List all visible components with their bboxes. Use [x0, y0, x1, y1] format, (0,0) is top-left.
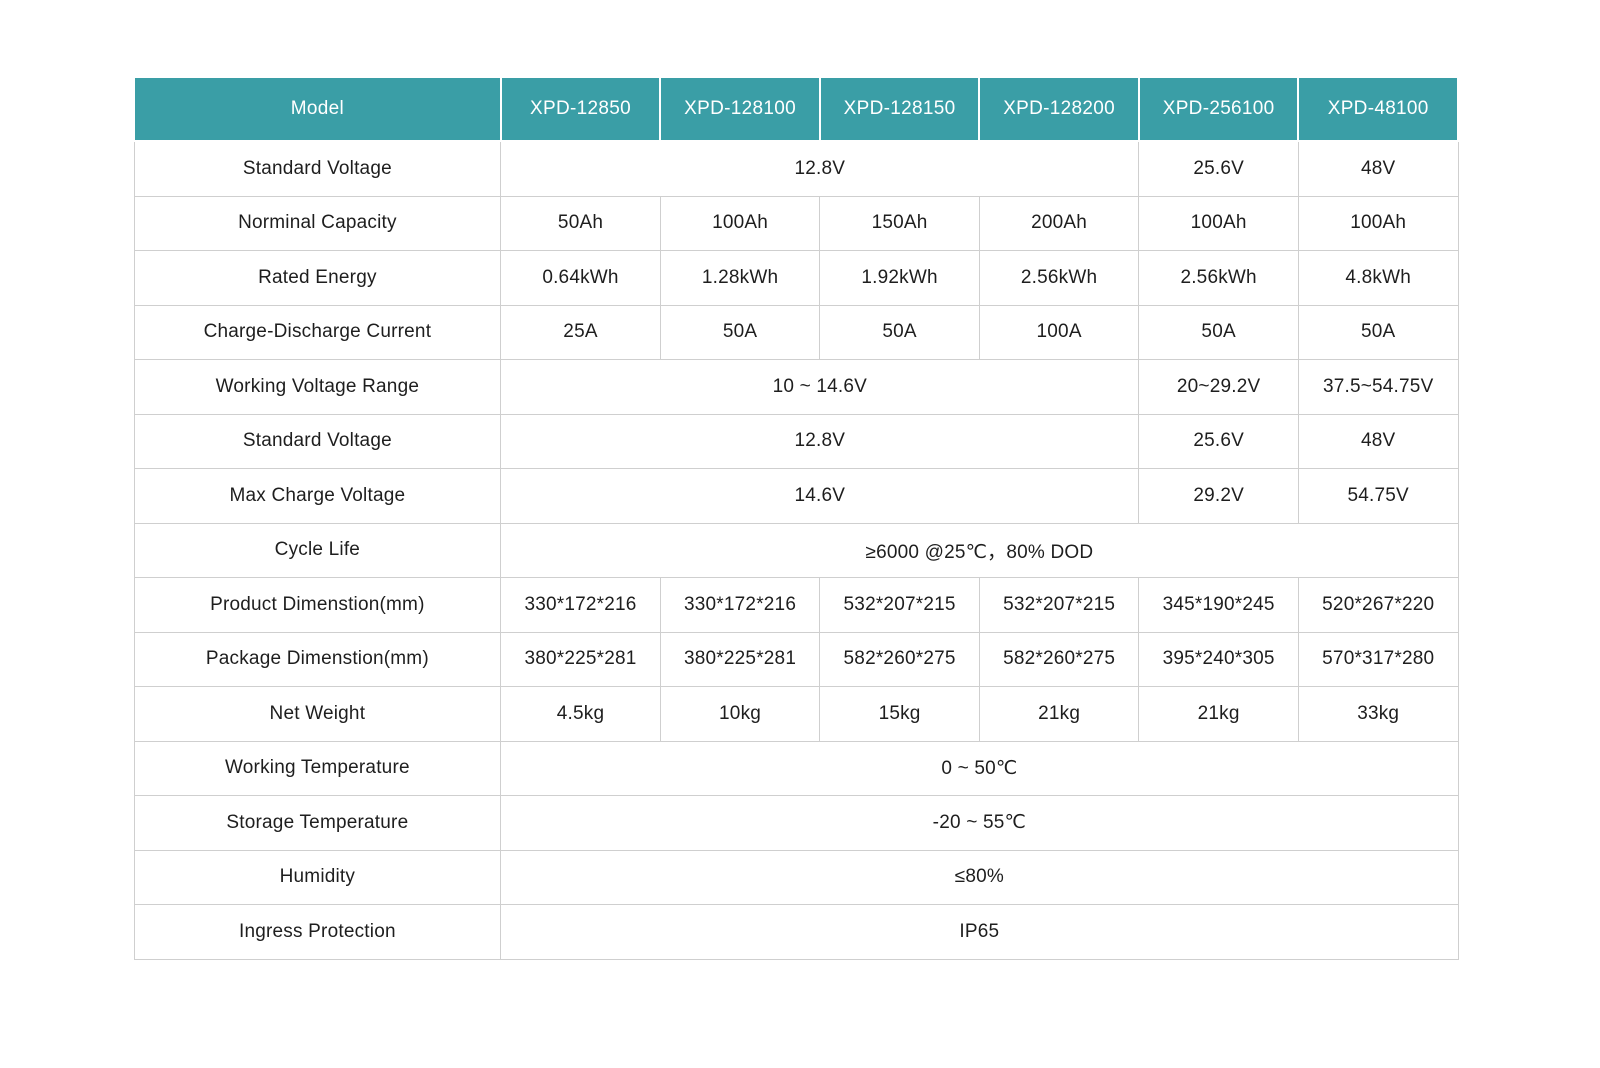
spec-cell: 100Ah [659, 195, 821, 251]
table-row: Product Dimenstion(mm) 330*172*216 330*172… [133, 577, 1459, 633]
header-row: Model XPD-12850 XPD-128100 XPD-128150 XP… [133, 76, 1459, 142]
spec-cell: 33kg [1297, 686, 1459, 742]
spec-cell: 520*267*220 [1297, 577, 1459, 633]
row-label: Net Weight [133, 686, 502, 742]
spec-cell: 37.5~54.75V [1297, 359, 1459, 415]
spec-cell: 0 ~ 50℃ [500, 740, 1459, 796]
spec-cell: 100Ah [1297, 195, 1459, 251]
spec-cell: ≥6000 @25℃，80% DOD [500, 522, 1459, 578]
spec-cell: 582*260*275 [819, 631, 980, 687]
spec-cell: 10kg [659, 686, 821, 742]
spec-cell: 0.64kWh [500, 250, 661, 306]
spec-cell: 10 ~ 14.6V [500, 359, 1140, 415]
table-row: Norminal Capacity 50Ah 100Ah 150Ah 200Ah 100A… [133, 195, 1459, 251]
spec-cell: 532*207*215 [978, 577, 1140, 633]
table-row: Working Temperature 0 ~ 50℃ [133, 740, 1459, 796]
table-row: Max Charge Voltage 14.6V 29.2V 54.75V [133, 468, 1459, 524]
row-label: Charge-Discharge Current [133, 304, 502, 360]
row-label: Norminal Capacity [133, 195, 502, 251]
table-row: Rated Energy 0.64kWh 1.28kWh 1.92kWh 2.56kWh… [133, 250, 1459, 306]
spec-cell: 2.56kWh [978, 250, 1140, 306]
spec-table-container: Model XPD-12850 XPD-128100 XPD-128150 XP… [133, 76, 1459, 960]
spec-cell: 330*172*216 [500, 577, 661, 633]
spec-cell: 570*317*280 [1297, 631, 1459, 687]
spec-cell: 50A [1138, 304, 1299, 360]
spec-cell: 50Ah [500, 195, 661, 251]
spec-cell: 330*172*216 [659, 577, 821, 633]
spec-cell: 345*190*245 [1138, 577, 1299, 633]
column-header-xpd-128100: XPD-128100 [659, 76, 821, 142]
spec-cell: 20~29.2V [1138, 359, 1299, 415]
spec-cell: 532*207*215 [819, 577, 980, 633]
spec-cell: 380*225*281 [500, 631, 661, 687]
spec-cell: -20 ~ 55℃ [500, 795, 1459, 851]
row-label: Working Voltage Range [133, 359, 502, 415]
row-label: Ingress Protection [133, 904, 502, 960]
table-row: Storage Temperature -20 ~ 55℃ [133, 795, 1459, 851]
spec-cell: 54.75V [1297, 468, 1459, 524]
row-label: Humidity [133, 849, 502, 905]
row-label: Product Dimenstion(mm) [133, 577, 502, 633]
spec-cell: 200Ah [978, 195, 1140, 251]
row-label: Standard Voltage [133, 140, 502, 197]
row-label: Package Dimenstion(mm) [133, 631, 502, 687]
column-header-xpd-128200: XPD-128200 [978, 76, 1140, 142]
spec-cell: 1.28kWh [659, 250, 821, 306]
table-row: Net Weight 4.5kg 10kg 15kg 21kg 21kg 33kg [133, 686, 1459, 742]
row-label: Working Temperature [133, 740, 502, 796]
table-row: Working Voltage Range 10 ~ 14.6V 20~29.2V 3… [133, 359, 1459, 415]
spec-cell: 14.6V [500, 468, 1140, 524]
table-row: Charge-Discharge Current 25A 50A 50A 100A 50A… [133, 304, 1459, 360]
spec-cell: 4.8kWh [1297, 250, 1459, 306]
row-label: Storage Temperature [133, 795, 502, 851]
spec-cell: 48V [1297, 140, 1459, 197]
spec-cell: 1.92kWh [819, 250, 980, 306]
spec-cell: 21kg [1138, 686, 1299, 742]
spec-cell: 150Ah [819, 195, 980, 251]
row-label: Rated Energy [133, 250, 502, 306]
spec-cell: 25A [500, 304, 661, 360]
spec-cell: 12.8V [500, 140, 1140, 197]
spec-cell: 50A [819, 304, 980, 360]
spec-cell: 395*240*305 [1138, 631, 1299, 687]
table-row: Standard Voltage 12.8V 25.6V 48V [133, 140, 1459, 197]
spec-cell: 50A [659, 304, 821, 360]
table-row: Cycle Life ≥6000 @25℃，80% DOD [133, 522, 1459, 578]
table-row: Humidity ≤80% [133, 849, 1459, 905]
table-row: Package Dimenstion(mm) 380*225*281 380*225… [133, 631, 1459, 687]
column-header-model: Model [133, 76, 502, 142]
spec-cell: 15kg [819, 686, 980, 742]
column-header-xpd-12850: XPD-12850 [499, 76, 662, 142]
spec-cell: 582*260*275 [978, 631, 1140, 687]
spec-cell: 100Ah [1138, 195, 1299, 251]
spec-cell: 29.2V [1138, 468, 1299, 524]
spec-cell: 25.6V [1138, 413, 1299, 469]
spec-cell: 100A [978, 304, 1140, 360]
spec-cell: 2.56kWh [1138, 250, 1299, 306]
row-label: Max Charge Voltage [133, 468, 502, 524]
row-label: Cycle Life [133, 522, 502, 578]
spec-cell: ≤80% [500, 849, 1459, 905]
spec-cell: 50A [1297, 304, 1459, 360]
spec-cell: 21kg [978, 686, 1140, 742]
spec-table-body: Standard Voltage 12.8V 25.6V 48V Norminal Ca… [133, 140, 1459, 960]
table-row: Ingress Protection IP65 [133, 904, 1459, 960]
row-label: Standard Voltage [133, 413, 502, 469]
spec-cell: 380*225*281 [659, 631, 821, 687]
spec-cell: 4.5kg [500, 686, 661, 742]
table-row: Standard Voltage 12.8V 25.6V 48V [133, 413, 1459, 469]
spec-cell: 48V [1297, 413, 1459, 469]
column-header-xpd-48100: XPD-48100 [1297, 76, 1459, 142]
spec-cell: 25.6V [1138, 140, 1299, 197]
column-header-xpd-256100: XPD-256100 [1137, 76, 1300, 142]
spec-cell: 12.8V [500, 413, 1140, 469]
spec-cell: IP65 [500, 904, 1459, 960]
column-header-xpd-128150: XPD-128150 [818, 76, 981, 142]
spec-table: Model XPD-12850 XPD-128100 XPD-128150 XP… [133, 76, 1459, 960]
